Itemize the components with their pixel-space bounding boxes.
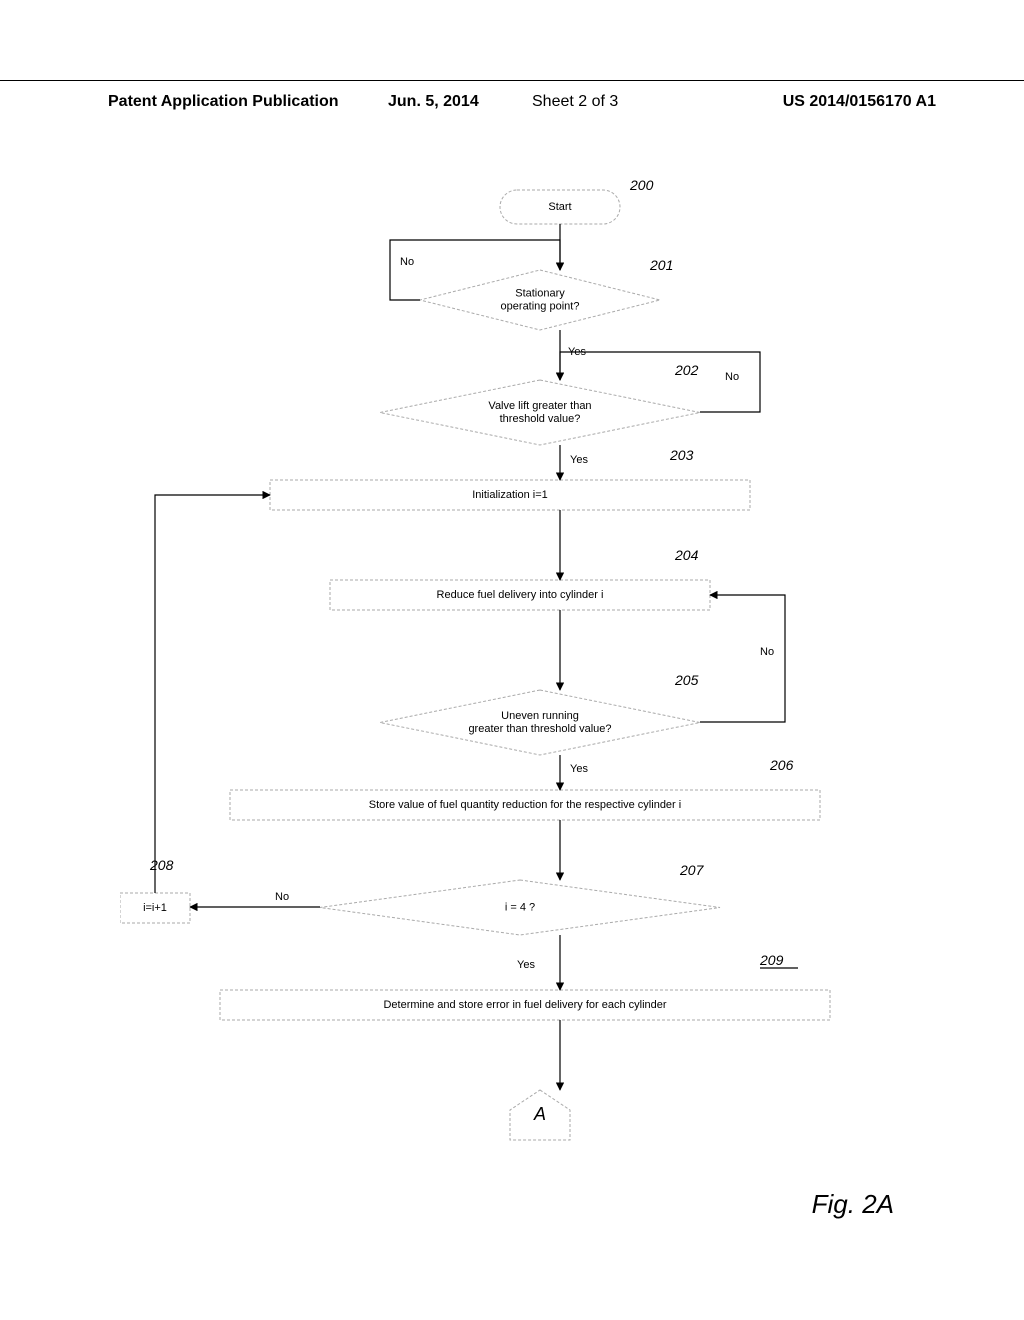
flowchart-figure: Start 200 Stationaryoperating point? 201 Val… — [120, 180, 920, 1200]
svg-text:Valve lift greater than: Valve lift greater than — [488, 400, 591, 412]
svg-text:No: No — [275, 891, 289, 903]
flowchart-svg: Start 200 Stationaryoperating point? 201 Val… — [120, 180, 920, 1200]
svg-text:200: 200 — [629, 180, 654, 193]
svg-text:Stationary: Stationary — [515, 287, 565, 299]
svg-text:Yes: Yes — [570, 454, 588, 466]
svg-text:207: 207 — [679, 862, 705, 878]
svg-text:202: 202 — [674, 362, 699, 378]
svg-text:209: 209 — [759, 952, 784, 968]
svg-text:205: 205 — [674, 672, 699, 688]
svg-text:A: A — [533, 1104, 546, 1124]
svg-text:i = 4 ?: i = 4 ? — [505, 901, 535, 913]
page-header: Patent Application Publication Jun. 5, 2… — [0, 80, 1024, 81]
svg-text:threshold value?: threshold value? — [500, 413, 581, 425]
pub-title: Patent Application Publication — [108, 87, 339, 111]
svg-text:No: No — [725, 371, 739, 383]
svg-text:Store value of fuel quantity r: Store value of fuel quantity reduction f… — [369, 799, 681, 811]
svg-text:203: 203 — [669, 447, 694, 463]
svg-text:Uneven running: Uneven running — [501, 710, 579, 722]
svg-text:No: No — [760, 646, 774, 658]
svg-text:Yes: Yes — [570, 763, 588, 775]
svg-text:i=i+1: i=i+1 — [143, 902, 167, 914]
svg-text:Yes: Yes — [517, 959, 535, 971]
svg-text:204: 204 — [674, 547, 699, 563]
svg-text:208: 208 — [149, 857, 174, 873]
svg-text:201: 201 — [649, 257, 673, 273]
svg-text:greater than threshold value?: greater than threshold value? — [468, 723, 611, 735]
svg-text:206: 206 — [769, 757, 794, 773]
svg-text:Reduce fuel delivery into cyli: Reduce fuel delivery into cylinder i — [437, 589, 604, 601]
svg-text:No: No — [400, 256, 414, 268]
svg-text:Start: Start — [548, 201, 571, 213]
pub-number: US 2014/0156170 A1 — [783, 87, 936, 111]
pub-sheet: Sheet 2 of 3 — [532, 87, 618, 111]
figure-label: Fig. 2A — [812, 1189, 894, 1220]
pub-date: Jun. 5, 2014 — [388, 87, 479, 111]
svg-text:operating point?: operating point? — [501, 300, 580, 312]
svg-text:Initialization i=1: Initialization i=1 — [472, 489, 548, 501]
svg-text:Determine and store error in f: Determine and store error in fuel delive… — [383, 999, 666, 1011]
